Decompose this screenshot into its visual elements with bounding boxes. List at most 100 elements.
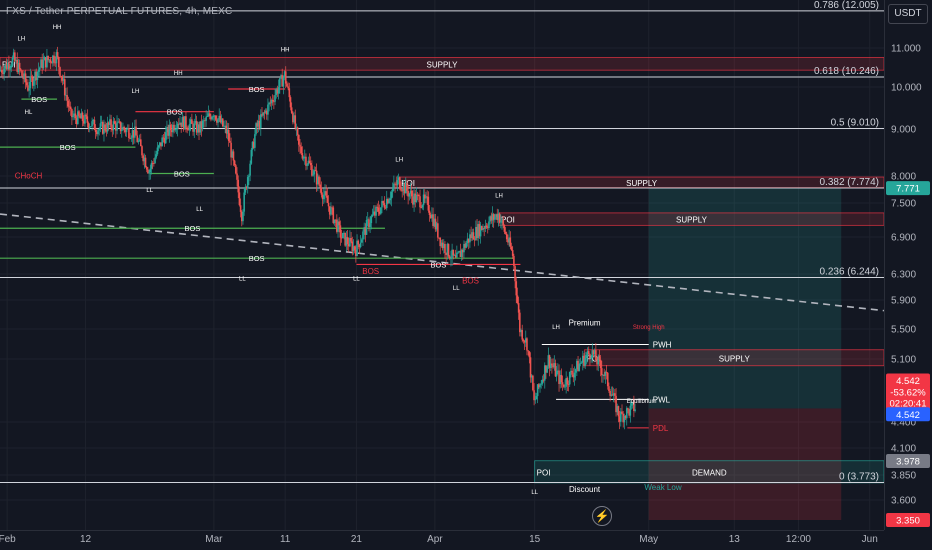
candle-body [357,240,360,245]
candle-body [117,121,120,123]
candle-body [547,355,550,367]
candle-body [526,338,528,351]
price-label-text: 7.771 [896,184,920,195]
annotation-label: Strong High [633,325,665,331]
price-axis-divider [884,0,885,530]
candle-body [248,175,250,178]
candle-body [429,215,432,219]
candle-body [123,126,125,130]
candle-body [535,396,538,400]
candle-body [69,106,72,110]
candle-body [548,355,551,368]
candle-body [151,162,154,164]
candle-body [39,67,41,70]
candle-body [370,216,373,224]
candle-body [394,183,396,185]
candle-body [507,239,509,243]
candle-body [17,62,20,73]
candle-body [280,75,282,79]
swing-label: HH [174,71,183,77]
candle-body [29,76,32,89]
candle-body [132,130,135,138]
candle-body [372,211,375,215]
candle-body [435,223,438,230]
candle-body [536,384,539,397]
candle-body [125,129,128,133]
candle-body [504,231,507,234]
price-label-text: 4.542 [896,410,920,421]
candle-body [0,70,2,71]
candle-body [463,244,465,253]
price-tick-label: 3.850 [891,471,916,482]
currency-button[interactable]: USDT [888,4,928,24]
candle-body [261,114,263,116]
candle-body [205,116,207,121]
candle-body [113,121,116,124]
candle-body [73,113,76,116]
fib-label: 0.236 (6.244) [820,267,880,278]
candle-body [159,142,161,146]
candle-body [505,233,508,240]
candle-body [91,121,93,127]
candle-body [206,116,209,118]
annotation-label: BOS [362,267,379,276]
candle-body [78,111,80,116]
price-tick-label: 3.600 [891,496,916,507]
candle-body [459,251,462,257]
candle-body [598,356,601,360]
candle-body [100,122,103,124]
candle-body [467,238,470,243]
candle-body [381,201,383,208]
tradingview-logo-icon[interactable]: ⚡ [592,506,612,526]
candle-body [245,186,248,189]
candle-body [577,360,579,372]
candle-body [390,191,393,199]
candle-body [488,221,490,229]
candle-body [134,126,136,138]
candle-body [160,142,162,147]
candle-body [419,196,421,208]
price-label-text: 3.350 [896,516,920,527]
candle-body [195,121,198,133]
key-level-label: PWH [653,340,672,349]
candle-body [601,368,603,376]
candle-body [388,200,390,204]
candle-body [622,413,624,423]
long-position-tool [648,188,842,520]
candle-body [265,110,268,115]
candle-body [491,214,494,221]
candle-body [460,249,463,257]
time-tick-label: May [639,534,658,545]
time-tick-label: 12:00 [786,534,811,545]
candle-body [461,249,464,253]
candle-body [295,127,298,129]
candle-body [615,395,617,413]
grid-lines [0,0,884,530]
candle-body [194,121,197,124]
price-tick-label: 6.900 [891,233,916,244]
candle-body [395,184,398,186]
time-axis-divider [0,530,884,531]
bos-label: BOS [174,170,190,179]
candle-body [164,132,167,144]
candle-body [608,386,610,391]
annotation-label: Equilibrium [627,399,657,405]
fib-label: 0.618 (10.246) [814,66,879,77]
price-label-badge [886,181,930,196]
candle-body [11,57,14,66]
candle-body [522,339,525,342]
candle-body [207,113,210,117]
candle-body [425,196,427,199]
candle-body [96,132,98,135]
candle-body [267,104,269,115]
candle-body [378,211,381,214]
candle-body [539,384,541,388]
candle-body [306,164,308,166]
candle-body [599,359,602,369]
time-tick-label: Apr [427,534,443,545]
candle-body [330,207,332,215]
swing-label: LL [353,276,360,282]
candle-body [597,356,600,365]
candle-body [299,144,301,147]
